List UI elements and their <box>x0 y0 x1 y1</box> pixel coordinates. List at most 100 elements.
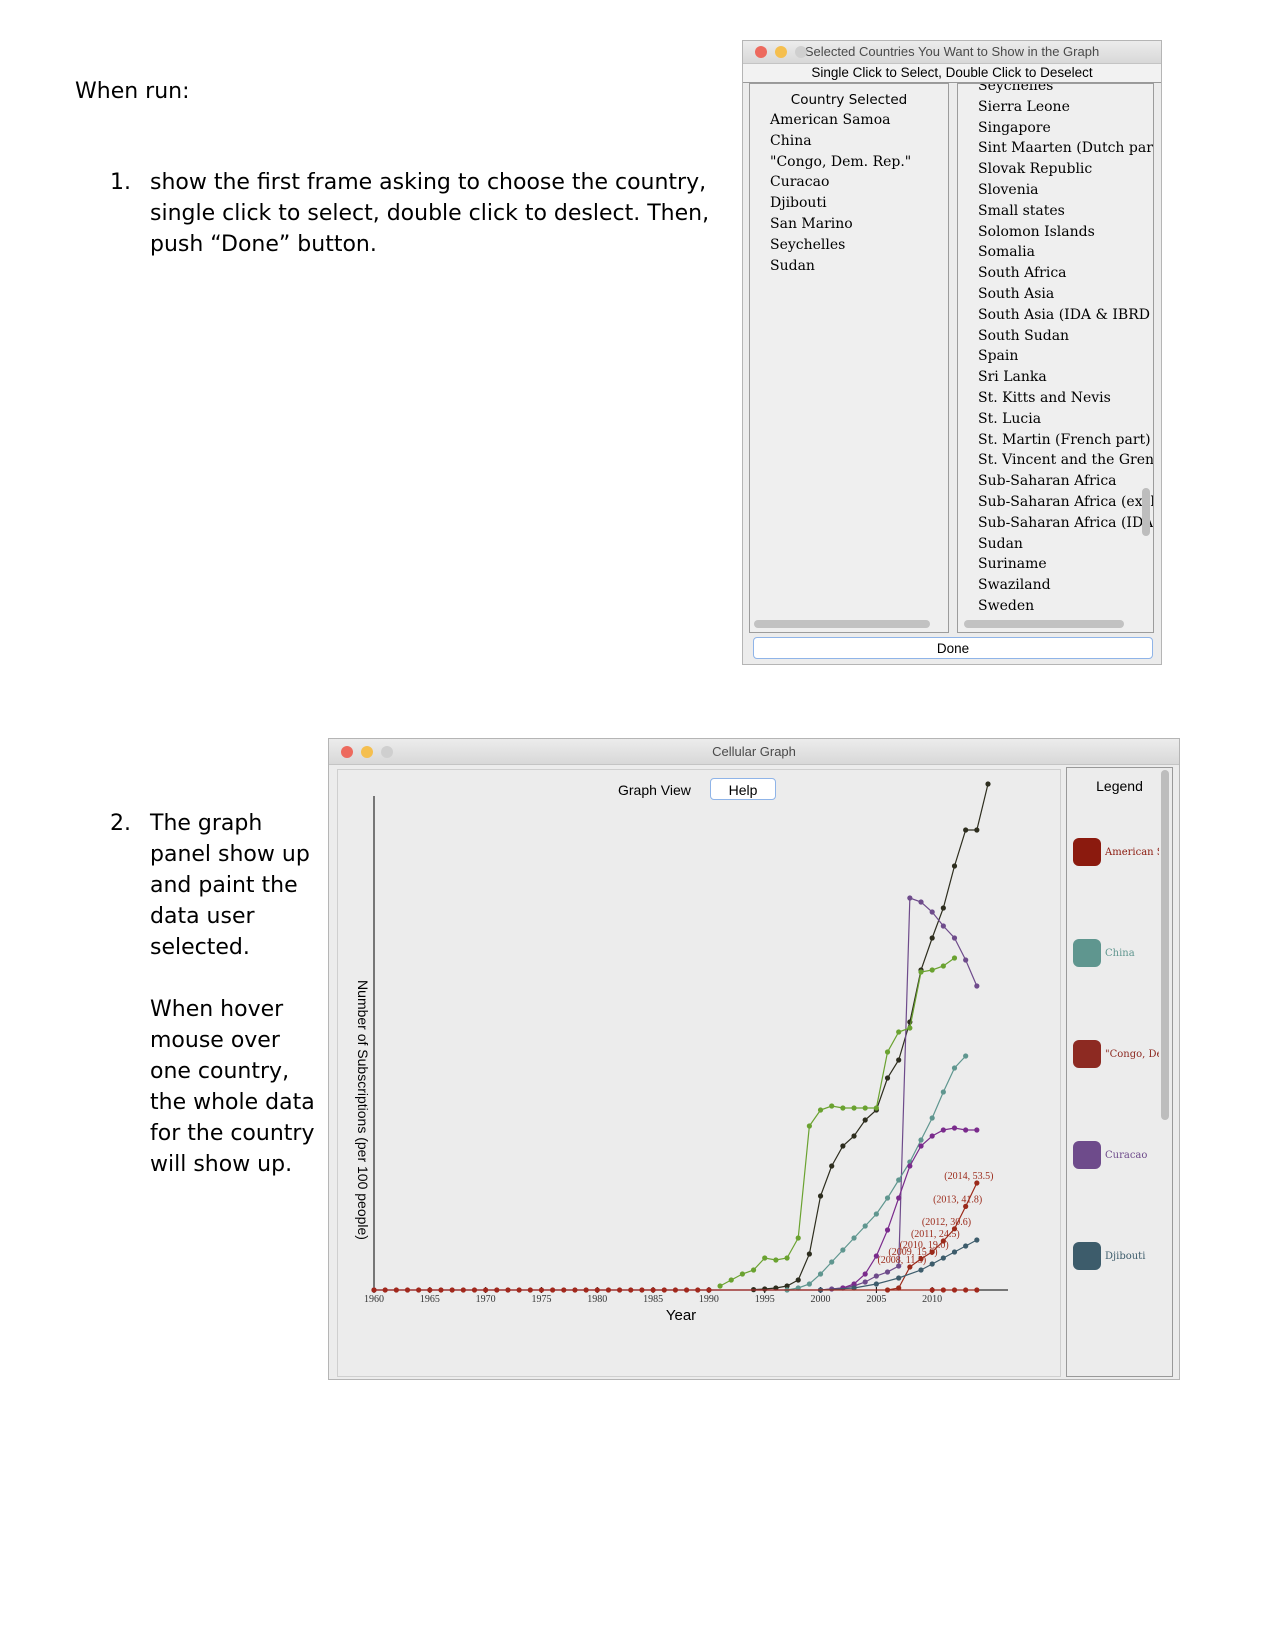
data-point <box>940 905 946 911</box>
legend-swatch <box>1073 939 1101 967</box>
data-annotation: (2013, 41.8) <box>933 1194 982 1205</box>
data-point <box>639 1287 645 1293</box>
data-point <box>963 1287 969 1293</box>
list-item[interactable]: Curacao <box>770 174 830 191</box>
list-item[interactable]: China <box>770 132 812 149</box>
data-point <box>851 1235 857 1241</box>
minimize-button[interactable] <box>361 746 373 758</box>
data-point <box>918 1267 924 1273</box>
data-point <box>851 1285 857 1291</box>
list-item[interactable]: Seychelles <box>978 83 1054 94</box>
step-1-text: show the first frame asking to choose th… <box>150 170 710 257</box>
data-point <box>940 963 946 969</box>
list-item[interactable]: Slovak Republic <box>978 161 1093 178</box>
data-point <box>617 1287 623 1293</box>
selected-countries-panel[interactable]: Country Selected American Samoa China "Con… <box>749 83 949 633</box>
list-item[interactable]: Sub-Saharan Africa <box>978 473 1117 490</box>
data-point <box>951 955 958 961</box>
list-item[interactable]: Sierra Leone <box>978 98 1070 115</box>
list-item[interactable]: St. Lucia <box>978 410 1042 427</box>
list-item[interactable]: Seychelles <box>770 236 846 253</box>
data-point <box>873 1253 879 1259</box>
data-point <box>393 1287 399 1293</box>
data-point <box>829 1103 835 1109</box>
list-item[interactable]: St. Kitts and Nevis <box>978 389 1111 406</box>
data-annotation: (2011, 24.5) <box>911 1229 960 1240</box>
list-item[interactable]: American Samoa <box>770 112 891 128</box>
data-point <box>572 1287 578 1293</box>
data-point <box>416 1287 422 1293</box>
list-item[interactable]: Suriname <box>978 556 1047 573</box>
list-item[interactable]: Sint Maarten (Dutch part) <box>978 140 1154 157</box>
data-point <box>873 1211 879 1217</box>
close-button[interactable] <box>755 46 767 58</box>
list-item[interactable]: Sub-Saharan Africa (excl <box>978 493 1154 510</box>
graph-area[interactable]: Graph View Help 1960 1965 1970 1975 1980 1985… <box>337 769 1061 1377</box>
list-item[interactable]: Spain <box>978 348 1019 365</box>
list-item[interactable]: South Sudan <box>978 327 1070 344</box>
available-countries-panel[interactable]: Seychelles Sierra Leone Singapore Sint Maar… <box>957 83 1154 633</box>
data-point <box>594 1287 600 1293</box>
series-line <box>719 957 955 1287</box>
zoom-button[interactable] <box>381 746 393 758</box>
list-item[interactable]: St. Vincent and the Grena <box>978 452 1154 469</box>
data-point <box>951 1125 958 1131</box>
data-point <box>784 1283 790 1289</box>
data-point <box>561 1287 567 1293</box>
list-item[interactable]: San Marino <box>770 215 853 232</box>
list-item[interactable]: Somalia <box>978 244 1035 261</box>
data-point <box>817 1107 824 1113</box>
list-item[interactable]: Djibouti <box>770 195 827 212</box>
data-annotation: (2010, 19.0) <box>900 1240 949 1251</box>
list-item[interactable]: South Asia <box>978 285 1055 302</box>
data-point <box>929 967 935 973</box>
vertical-scrollbar[interactable] <box>1142 488 1150 536</box>
selected-list[interactable]: American Samoa China "Congo, Dem. Rep." Cur… <box>770 110 948 276</box>
close-button[interactable] <box>341 746 353 758</box>
list-item[interactable]: St. Martin (French part) <box>978 431 1151 448</box>
list-item[interactable]: "Congo, Dem. Rep." <box>770 153 912 170</box>
data-point <box>494 1287 500 1293</box>
list-item[interactable]: Swaziland <box>978 577 1051 594</box>
list-item[interactable]: Solomon Islands <box>978 223 1095 240</box>
data-point <box>449 1287 455 1293</box>
horizontal-scrollbar[interactable] <box>964 620 1124 628</box>
data-point <box>873 1105 879 1111</box>
data-point <box>951 863 958 869</box>
list-item[interactable]: South Asia (IDA & IBRD <box>978 306 1150 323</box>
done-button[interactable]: Done <box>753 637 1153 659</box>
list-item[interactable]: Slovenia <box>978 181 1039 198</box>
legend-item: Djibouti <box>1073 1242 1159 1270</box>
data-point <box>918 1143 924 1149</box>
zoom-button[interactable] <box>795 46 807 58</box>
list-item[interactable]: South Africa <box>978 265 1067 282</box>
data-point <box>672 1287 679 1293</box>
list-item[interactable]: Sudan <box>978 535 1023 552</box>
data-point <box>538 1287 545 1293</box>
list-item[interactable]: Singapore <box>978 119 1051 136</box>
list-item[interactable]: Sweden <box>978 597 1035 614</box>
available-list[interactable]: Seychelles Sierra Leone Singapore Sint Maar… <box>978 83 1154 617</box>
horizontal-scrollbar[interactable] <box>754 620 930 628</box>
data-point <box>929 1133 935 1139</box>
data-point <box>371 1287 377 1293</box>
legend-item: "Congo, De <box>1073 1040 1159 1068</box>
cellular-chart[interactable]: 1960 1965 1970 1975 1980 1985 1990 1995 2000 2005… <box>338 770 1060 1376</box>
data-point <box>471 1287 478 1293</box>
x-axis-label: Year <box>666 1307 696 1324</box>
legend-item: Curacao <box>1073 1141 1159 1169</box>
list-item[interactable]: Small states <box>978 202 1065 219</box>
data-point <box>896 1177 902 1183</box>
list-item[interactable]: Sudan <box>770 257 815 274</box>
list-item[interactable]: Sri Lanka <box>978 369 1047 386</box>
x-tick-label: 2000 <box>811 1294 831 1305</box>
minimize-button[interactable] <box>775 46 787 58</box>
help-button[interactable]: Help <box>710 778 776 800</box>
data-point <box>762 1286 768 1292</box>
data-point <box>951 935 958 941</box>
list-item[interactable]: Sub-Saharan Africa (IDA <box>978 514 1154 531</box>
vertical-scrollbar[interactable] <box>1161 770 1169 1120</box>
legend-label: Djibouti <box>1105 1250 1146 1262</box>
data-point <box>382 1287 388 1293</box>
data-point <box>829 1259 835 1265</box>
